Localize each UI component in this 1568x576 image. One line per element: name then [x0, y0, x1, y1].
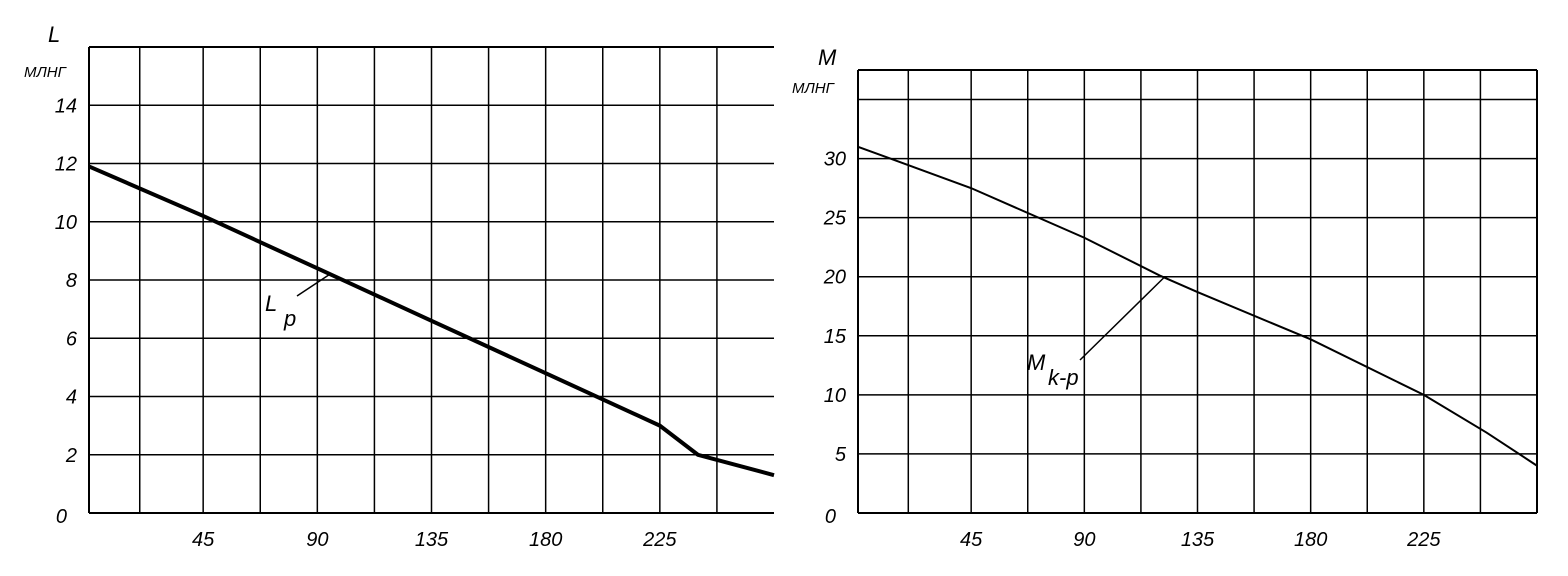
m-x-tick-3: 180: [1294, 529, 1327, 551]
l-grid: [89, 47, 774, 513]
m-y-tick-4: 20: [823, 267, 846, 289]
m-series-label: M: [1027, 350, 1046, 375]
l-y-tick-0: 0: [56, 506, 67, 528]
l-series-line: [88, 164, 775, 478]
l-x-tick-1: 90: [306, 529, 328, 551]
l-y-tick-7: 14: [55, 95, 77, 117]
m-series-label-subscript: k-p: [1048, 365, 1079, 390]
l-x-tick-3: 180: [529, 529, 562, 551]
l-y-tick-6: 12: [55, 154, 77, 176]
m-grid: [858, 70, 1537, 513]
m-x-tick-0: 45: [960, 529, 983, 551]
l-x-tick-0: 45: [192, 529, 215, 551]
m-y-tick-2: 10: [824, 385, 846, 407]
m-y-tick-3: 15: [824, 326, 847, 348]
l-x-tick-labels: 45 90 135 180 225: [192, 529, 677, 551]
l-y-tick-1: 2: [65, 445, 77, 467]
l-x-tick-2: 135: [415, 529, 449, 551]
l-y-tick-labels: 0 2 4 6 8 10 12 14: [55, 95, 78, 528]
l-y-tick-5: 10: [55, 212, 77, 234]
l-label-leader: [296, 273, 331, 297]
l-y-axis-title: L: [48, 22, 60, 47]
m-x-tick-labels: 45 90 135 180 225: [960, 529, 1441, 551]
m-x-tick-4: 225: [1406, 529, 1441, 551]
m-y-tick-6: 30: [824, 149, 846, 171]
l-y-tick-3: 6: [66, 328, 78, 350]
m-label-leader: [1079, 276, 1166, 361]
m-y-axis-unit: МЛНГ: [792, 80, 836, 97]
m-y-axis-title: M: [818, 45, 837, 70]
m-y-tick-0: 0: [825, 506, 836, 528]
m-series-line: [857, 145, 1538, 467]
l-y-tick-4: 8: [66, 270, 77, 292]
m-y-tick-1: 5: [835, 444, 847, 466]
chart-m: 0 5 10 15 20 25 30 45 90 135 180 225 M МЛНГ M k-p: [792, 45, 1538, 551]
chart-l: 0 2 4 6 8 10 12 14 45 90 135 180 225 L МЛНГ L p: [24, 22, 775, 551]
l-y-axis-unit: МЛНГ: [24, 64, 68, 81]
l-series-label-subscript: p: [283, 306, 296, 331]
l-x-tick-4: 225: [642, 529, 677, 551]
l-y-tick-2: 4: [66, 387, 77, 409]
m-y-tick-labels: 0 5 10 15 20 25 30: [823, 149, 847, 528]
l-series-label: L: [265, 291, 277, 316]
l-frame: [88, 46, 774, 514]
m-x-tick-1: 90: [1073, 529, 1095, 551]
m-frame: [857, 69, 1538, 514]
m-y-tick-5: 25: [823, 208, 847, 230]
m-x-tick-2: 135: [1181, 529, 1215, 551]
